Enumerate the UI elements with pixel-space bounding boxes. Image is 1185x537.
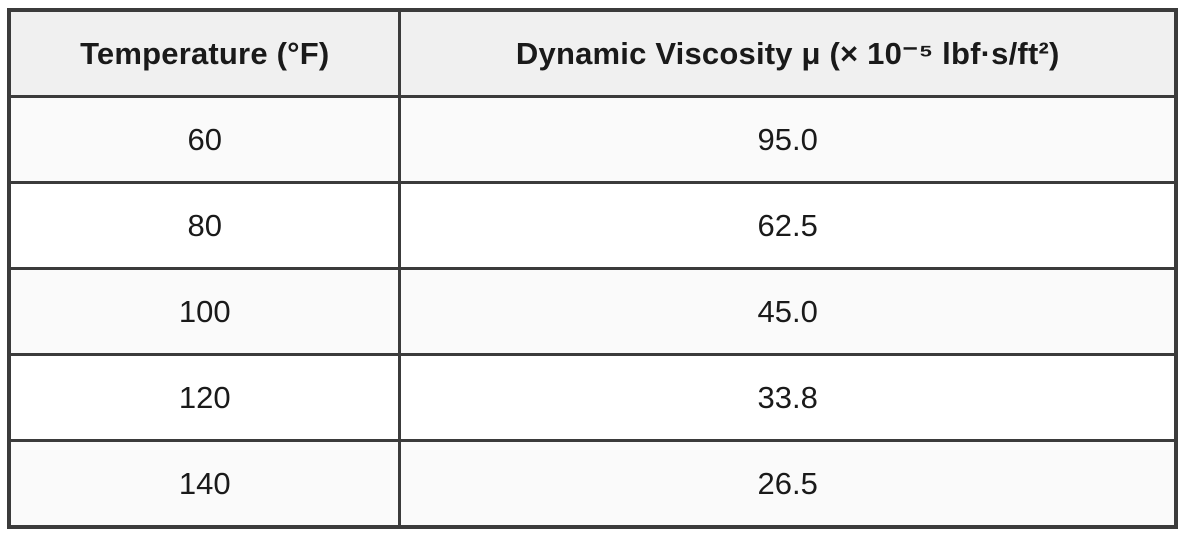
viscosity-cell: 62.5 [398, 181, 1178, 270]
temperature-cell: 120 [7, 353, 402, 442]
viscosity-cell: 26.5 [398, 439, 1178, 529]
temperature-cell: 140 [7, 439, 402, 529]
temperature-cell: 60 [7, 95, 402, 184]
table-row: 60 95.0 [7, 95, 1178, 184]
header-dynamic-viscosity: Dynamic Viscosity μ (× 10⁻⁵ lbf·s/ft²) [398, 8, 1178, 98]
temperature-cell: 100 [7, 267, 402, 356]
viscosity-cell: 95.0 [398, 95, 1178, 184]
viscosity-table: Temperature (°F) Dynamic Viscosity μ (× … [7, 8, 1178, 529]
table-row: 80 62.5 [7, 181, 1178, 270]
table-row: 140 26.5 [7, 439, 1178, 529]
table-row: 120 33.8 [7, 353, 1178, 442]
viscosity-cell: 33.8 [398, 353, 1178, 442]
table-row: 100 45.0 [7, 267, 1178, 356]
header-temperature: Temperature (°F) [7, 8, 402, 98]
table-header-row: Temperature (°F) Dynamic Viscosity μ (× … [7, 8, 1178, 98]
viscosity-cell: 45.0 [398, 267, 1178, 356]
temperature-cell: 80 [7, 181, 402, 270]
